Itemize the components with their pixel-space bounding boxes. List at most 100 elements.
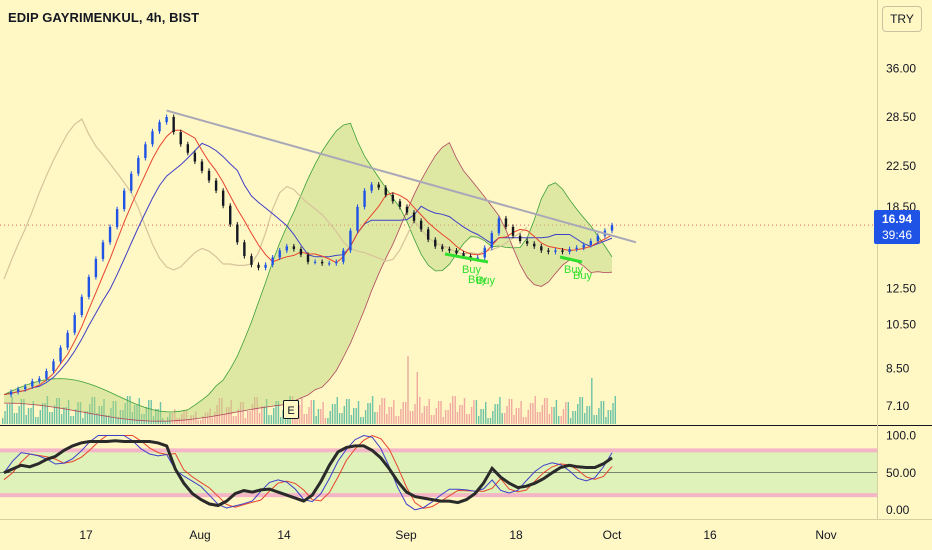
volume-bar xyxy=(475,400,478,424)
candle-body xyxy=(462,253,465,257)
candle-body xyxy=(518,235,522,241)
volume-bar xyxy=(200,420,202,424)
volume-bar xyxy=(86,411,89,424)
volume-bar xyxy=(376,412,379,424)
volume-bar xyxy=(607,410,609,424)
volume-bar xyxy=(93,397,96,424)
volume-bar xyxy=(357,401,360,424)
volume-bar xyxy=(461,405,463,424)
volume-bar xyxy=(72,416,75,424)
candle-body xyxy=(144,144,147,158)
candle-body xyxy=(568,249,571,252)
volume-bar xyxy=(157,409,159,424)
volume-bar xyxy=(536,412,539,424)
volume-bar xyxy=(433,415,435,424)
candle-body xyxy=(377,184,380,188)
volume-bar xyxy=(560,416,562,424)
volume-bar xyxy=(508,399,510,424)
volume-bar xyxy=(515,408,517,424)
volume-bar xyxy=(317,409,320,424)
volume-bar xyxy=(20,399,23,424)
oscillator-axis-label: 0.00 xyxy=(886,503,910,517)
volume-bar xyxy=(155,409,157,424)
volume-bar xyxy=(280,417,282,424)
candle-body xyxy=(589,240,592,245)
volume-bar xyxy=(452,396,454,424)
volume-bar xyxy=(362,417,364,424)
candle-body xyxy=(561,250,564,252)
volume-bar xyxy=(270,415,273,424)
candle-body xyxy=(504,218,508,227)
candle-body xyxy=(391,194,395,202)
ichimoku-cloud xyxy=(4,123,612,422)
buy-signal-stroke xyxy=(444,252,489,264)
volume-bar xyxy=(553,407,555,424)
volume-bar xyxy=(588,406,591,424)
candle-body xyxy=(547,250,550,252)
volume-bar xyxy=(478,416,480,424)
volume-bar xyxy=(103,399,105,424)
candle-body xyxy=(250,256,253,265)
volume-bar xyxy=(18,406,20,424)
volume-bar xyxy=(522,417,525,424)
volume-bar xyxy=(108,415,110,424)
volume-bar xyxy=(197,420,199,424)
volume-bar xyxy=(390,407,393,424)
candle-body xyxy=(271,257,274,265)
candle-body xyxy=(130,173,133,191)
volume-bar xyxy=(159,402,162,424)
volume-bar xyxy=(454,396,456,424)
volume-bar xyxy=(34,417,37,424)
volume-bar xyxy=(119,410,122,424)
volume-bar xyxy=(421,413,423,424)
volume-bar xyxy=(2,418,4,424)
earnings-marker-label: E xyxy=(287,405,294,417)
volume-bar xyxy=(181,414,183,424)
volume-bar xyxy=(551,407,553,424)
volume-bar xyxy=(164,420,166,424)
volume-bar xyxy=(60,414,63,424)
volume-bar xyxy=(470,407,473,424)
candle-body xyxy=(313,261,317,263)
candle-body xyxy=(356,206,359,231)
candle-body xyxy=(370,184,373,191)
volume-bar xyxy=(435,408,437,424)
buy-label: Buy xyxy=(564,264,583,276)
volume-bar xyxy=(27,408,30,424)
volume-bar xyxy=(192,415,195,424)
price-axis-label: 7.10 xyxy=(886,399,910,413)
volume-bar xyxy=(4,411,6,424)
candle-body xyxy=(214,180,218,191)
chart-title: EDIP GAYRIMENKUL, 4h, BIST xyxy=(8,10,200,25)
candle-body xyxy=(285,246,288,251)
volume-bar xyxy=(381,398,383,424)
volume-bar xyxy=(89,404,91,424)
volume-bar xyxy=(244,418,247,424)
volume-bar xyxy=(195,411,197,425)
candle-body xyxy=(186,144,190,153)
candle-body xyxy=(243,242,246,257)
volume-bar xyxy=(237,409,239,424)
candle-body xyxy=(24,386,27,390)
volume-bar xyxy=(579,397,581,424)
volume-bar xyxy=(444,410,447,424)
candle-body xyxy=(405,206,409,213)
volume-bar xyxy=(456,412,459,424)
volume-bar xyxy=(174,409,176,424)
volume-bar xyxy=(225,407,228,424)
volume-bar xyxy=(251,404,254,424)
volume-bar xyxy=(614,396,616,424)
currency-button[interactable]: TRY xyxy=(882,6,922,32)
candle-body xyxy=(292,246,296,250)
volume-bar xyxy=(204,412,206,424)
volume-bar xyxy=(374,412,376,424)
volume-bar xyxy=(409,411,411,424)
volume-bar xyxy=(258,413,261,424)
volume-bar xyxy=(419,397,421,424)
candle-body xyxy=(596,235,600,241)
volume-bar xyxy=(211,417,213,424)
volume-bar xyxy=(84,411,86,424)
stoch-d-line xyxy=(3,434,613,509)
candle-body xyxy=(554,250,557,252)
volume-bar xyxy=(602,401,605,424)
